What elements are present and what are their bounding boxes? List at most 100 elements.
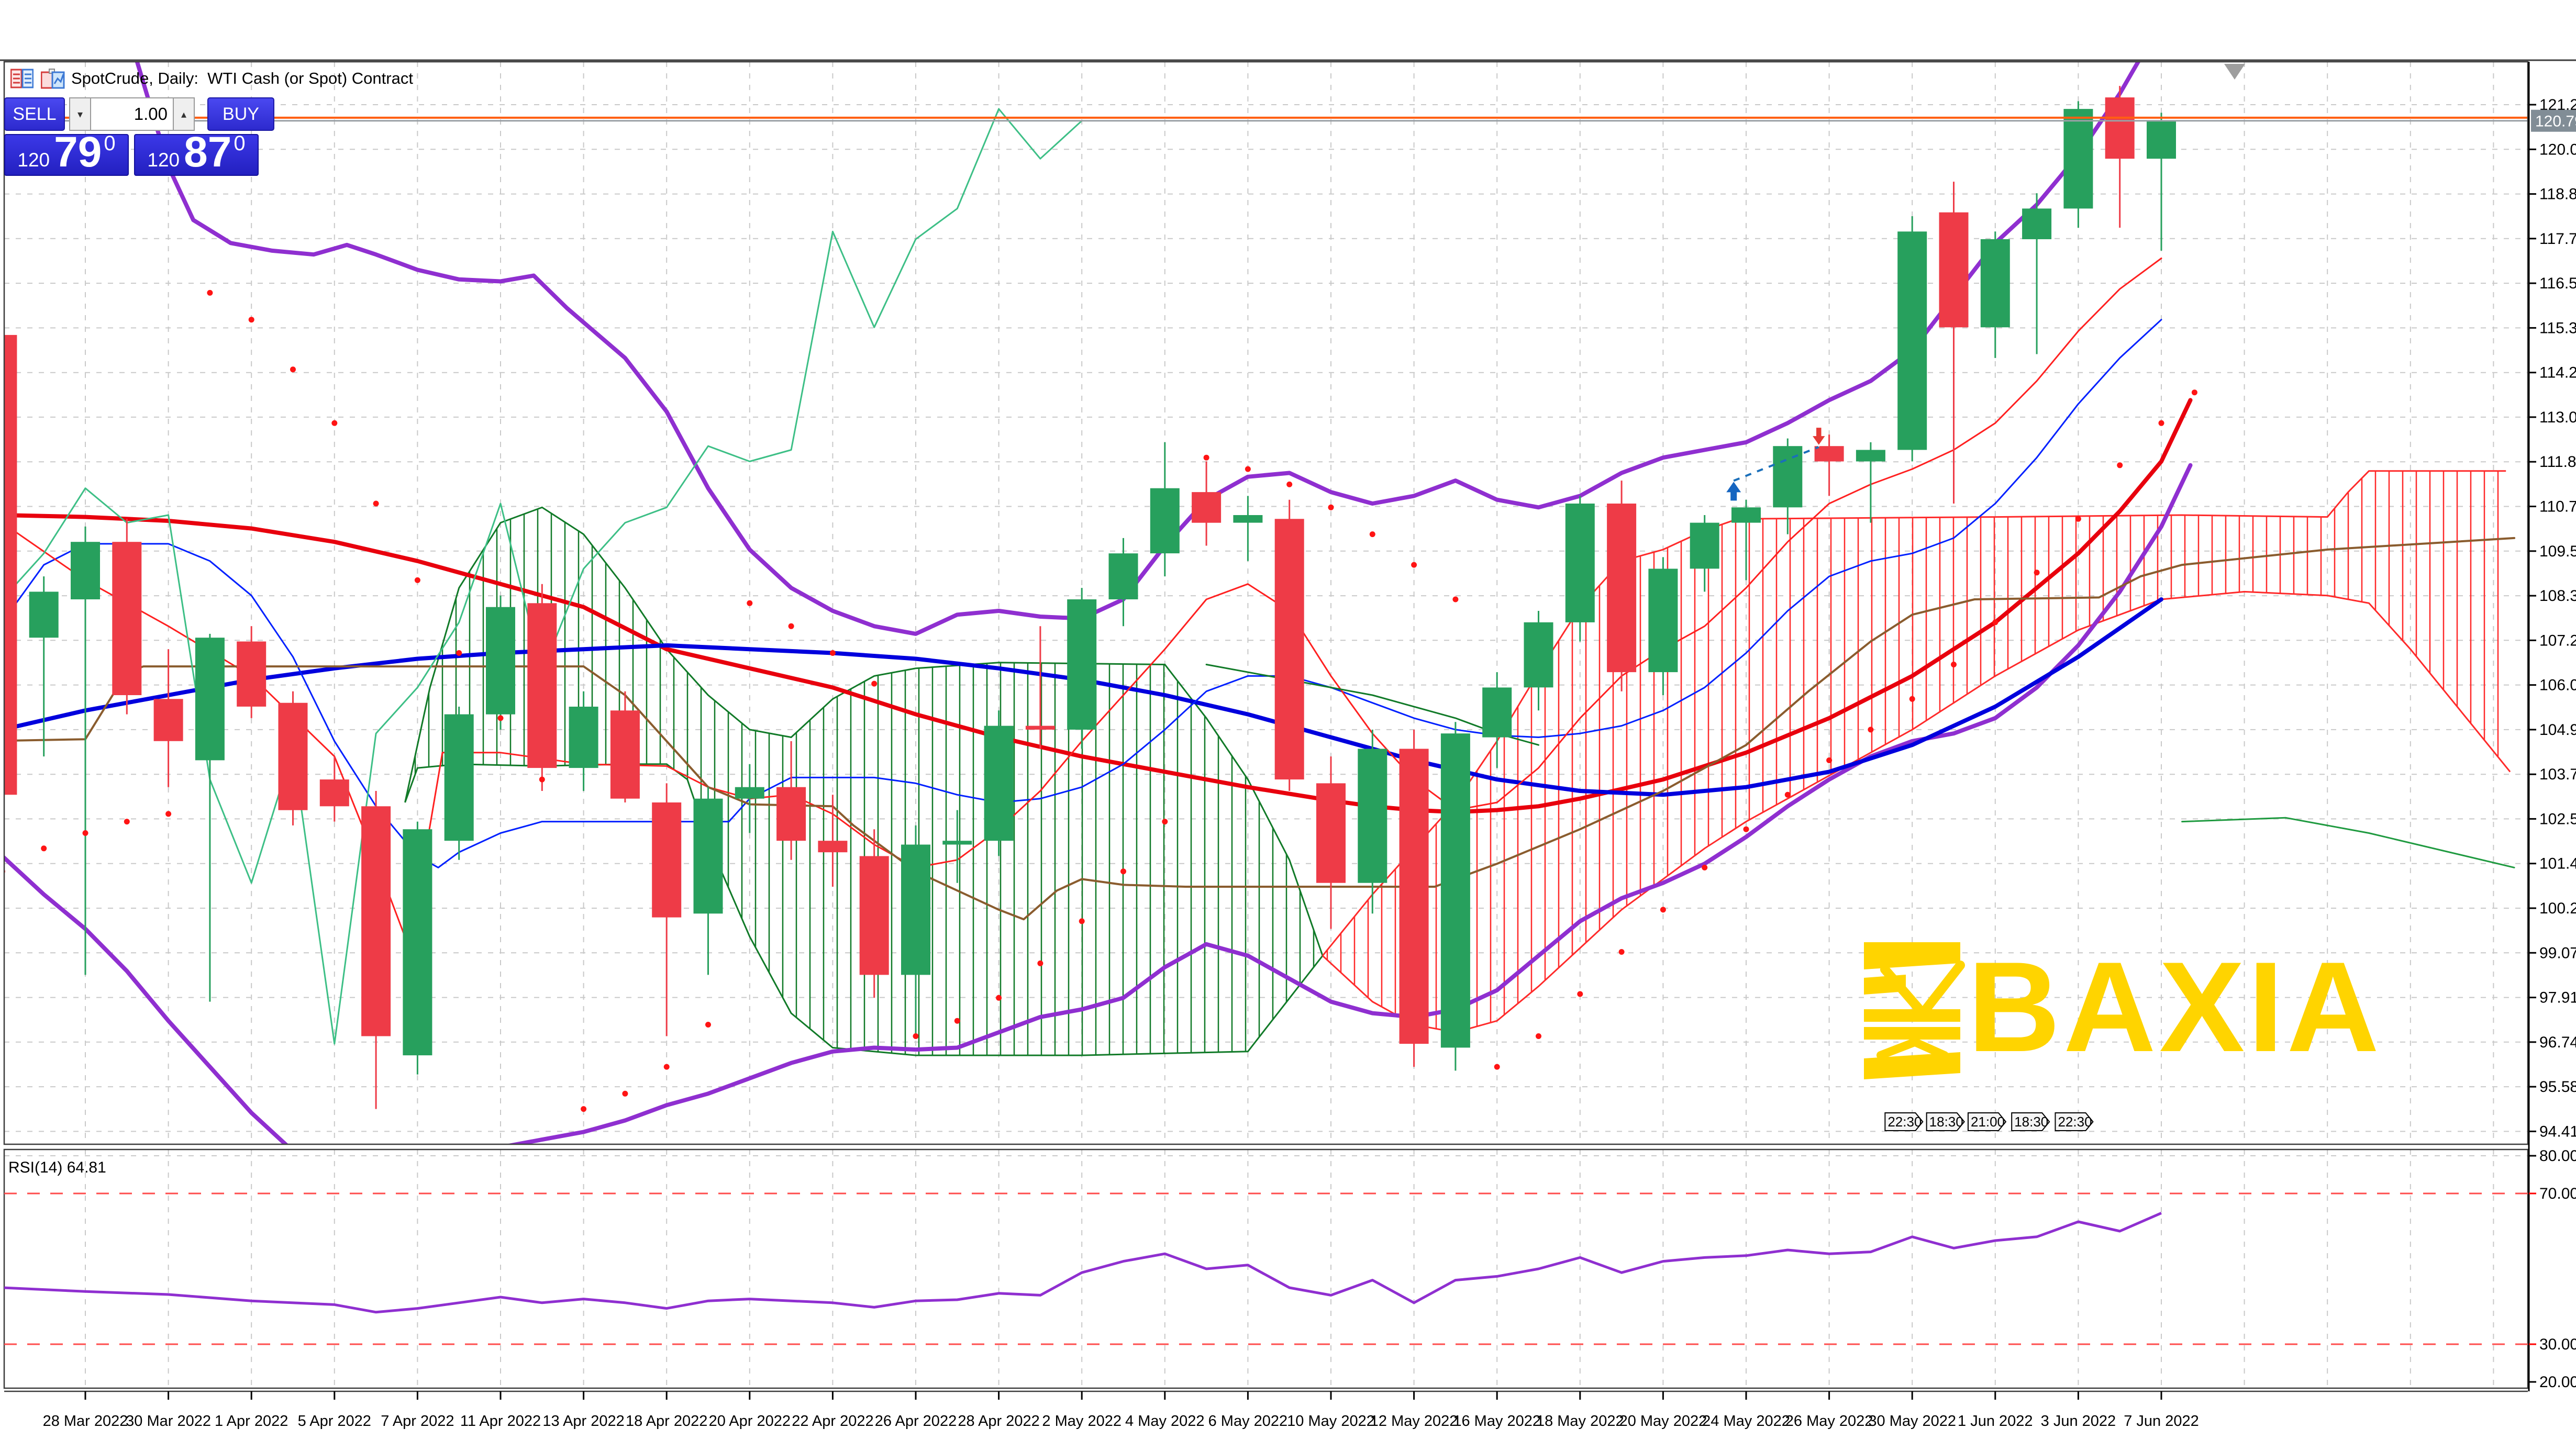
bid-ask-price-row: 120 79 0 120 87 0: [4, 131, 259, 176]
svg-text:21:00: 21:00: [1971, 1114, 2005, 1130]
svg-text:97.910: 97.910: [2539, 989, 2576, 1007]
svg-text:107.230: 107.230: [2539, 632, 2576, 649]
chart-autoscroll-marker[interactable]: [2224, 64, 2245, 80]
chart-title: SpotCrude, Daily: WTI Cash (or Spot) Con…: [71, 69, 413, 87]
svg-text:106.065: 106.065: [2539, 677, 2576, 694]
svg-text:114.220: 114.220: [2539, 364, 2576, 382]
candle-28 Mar 2022: [71, 542, 100, 599]
candle-13 Apr 2022: [569, 707, 598, 768]
candle-17 May 2022: [1524, 622, 1553, 688]
volume-input[interactable]: [90, 97, 174, 131]
buy-underline: [206, 131, 240, 133]
candle-2 Jun 2022: [2022, 208, 2052, 239]
svg-text:20.00: 20.00: [2539, 1374, 2576, 1391]
sell-underline: [16, 131, 49, 133]
panel-borders: [0, 59, 2576, 1392]
candle-28 Apr 2022: [984, 726, 1014, 841]
svg-text:109.560: 109.560: [2539, 543, 2576, 560]
svg-text:28 Apr 2022: 28 Apr 2022: [958, 1413, 1039, 1430]
svg-text:7 Jun 2022: 7 Jun 2022: [2124, 1413, 2199, 1430]
svg-text:1 Apr 2022: 1 Apr 2022: [215, 1413, 288, 1430]
svg-text:24 May 2022: 24 May 2022: [1702, 1413, 1790, 1430]
candle-7 Jun 2022: [2147, 120, 2176, 159]
volume-decrease-button[interactable]: ▾: [69, 97, 90, 131]
broker-watermark: BAXIA: [1864, 935, 2379, 1079]
candle-4 May 2022: [1150, 488, 1180, 554]
svg-text:95.580: 95.580: [2539, 1078, 2576, 1096]
candle-14 Apr 2022: [610, 710, 640, 799]
sell-price-box[interactable]: 120 79 0: [4, 131, 129, 176]
one-click-trade-row: SELL ▾ ▴ BUY: [4, 97, 274, 131]
indicator-bollinger-lower: [4, 463, 2193, 1144]
svg-text:110.725: 110.725: [2539, 498, 2576, 516]
candle-2 May 2022: [1067, 599, 1097, 730]
price-axis[interactable]: 121.210120.045118.880117.715116.550115.3…: [2528, 62, 2576, 1391]
candle-26 Apr 2022: [901, 844, 930, 975]
candle-30 Mar 2022: [153, 699, 183, 741]
candle-7 Apr 2022: [403, 829, 432, 1056]
chart-window-icon: [40, 68, 65, 89]
svg-text:116.550: 116.550: [2539, 275, 2576, 292]
svg-text:30 May 2022: 30 May 2022: [1868, 1413, 1956, 1430]
svg-text:104.900: 104.900: [2539, 721, 2576, 739]
buy-price-prefix: 120: [147, 149, 180, 171]
candle-19 Apr 2022: [693, 798, 723, 914]
candles-layer: [4, 86, 2176, 1109]
candle-12 Apr 2022: [527, 603, 557, 768]
candle-25 Mar 2022: [29, 591, 59, 638]
svg-text:20 May 2022: 20 May 2022: [1619, 1413, 1707, 1430]
buy-price-sup: 0: [234, 132, 246, 155]
candle-18 May 2022: [1565, 504, 1595, 622]
svg-text:2 May 2022: 2 May 2022: [1042, 1413, 1122, 1430]
caret-up-icon: ▴: [181, 108, 187, 120]
candle-4 Apr 2022: [278, 702, 308, 810]
candle-5 Apr 2022: [319, 779, 349, 807]
svg-text:118.880: 118.880: [2539, 186, 2576, 203]
svg-text:7 Apr 2022: 7 Apr 2022: [381, 1413, 454, 1430]
indicator-brown-line: [4, 537, 2516, 921]
candle-23 May 2022: [1690, 522, 1719, 569]
chart-header: SpotCrude, Daily: WTI Cash (or Spot) Con…: [10, 68, 413, 89]
svg-text:80.00: 80.00: [2539, 1147, 2576, 1165]
svg-text:3 Jun 2022: 3 Jun 2022: [2041, 1413, 2116, 1430]
svg-text:28 Mar 2022: 28 Mar 2022: [43, 1413, 128, 1430]
indicator-chikou-green: [4, 108, 1083, 1045]
svg-text:30 Mar 2022: 30 Mar 2022: [126, 1413, 211, 1430]
candle-24 May 2022: [1731, 507, 1761, 523]
svg-text:100.240: 100.240: [2539, 900, 2576, 917]
candle-29 Mar 2022: [112, 542, 142, 695]
buy-price-box[interactable]: 120 87 0: [134, 131, 259, 176]
svg-text:18 Apr 2022: 18 Apr 2022: [626, 1413, 707, 1430]
sell-button[interactable]: SELL: [4, 97, 65, 131]
candle-30 May 2022: [1897, 231, 1927, 450]
caret-down-icon: ▾: [77, 108, 83, 120]
svg-text:120.045: 120.045: [2539, 141, 2576, 158]
svg-text:22:30: 22:30: [1887, 1114, 1922, 1130]
svg-text:10 May 2022: 10 May 2022: [1287, 1413, 1375, 1430]
svg-text:18:30: 18:30: [2014, 1114, 2048, 1130]
baxia-logo-icon: [1864, 942, 1960, 969]
candle-11 Apr 2022: [486, 607, 515, 715]
indicator-future-green-low: [2181, 817, 2515, 868]
svg-text:30.00: 30.00: [2539, 1336, 2576, 1353]
candle-9 May 2022: [1274, 519, 1304, 780]
candle-20 Apr 2022: [735, 787, 764, 799]
svg-text:94.415: 94.415: [2539, 1123, 2576, 1140]
candle-12 May 2022: [1399, 749, 1429, 1044]
up-arrow-icon: [1726, 482, 1741, 501]
sell-price-prefix: 120: [17, 149, 50, 171]
candle-16 May 2022: [1482, 687, 1512, 738]
down-arrow-icon: [1810, 426, 1828, 448]
trend-annotation[interactable]: [1726, 426, 1828, 501]
volume-increase-button[interactable]: ▴: [174, 97, 195, 131]
candle-26 May 2022: [1814, 446, 1844, 462]
buy-button[interactable]: BUY: [207, 97, 274, 131]
candle-10 May 2022: [1316, 783, 1346, 883]
candle-20 May 2022: [1648, 568, 1678, 673]
svg-text:99.075: 99.075: [2539, 944, 2576, 962]
svg-text:115.385: 115.385: [2539, 319, 2576, 337]
current-price-tag: 120.790: [2531, 109, 2576, 132]
